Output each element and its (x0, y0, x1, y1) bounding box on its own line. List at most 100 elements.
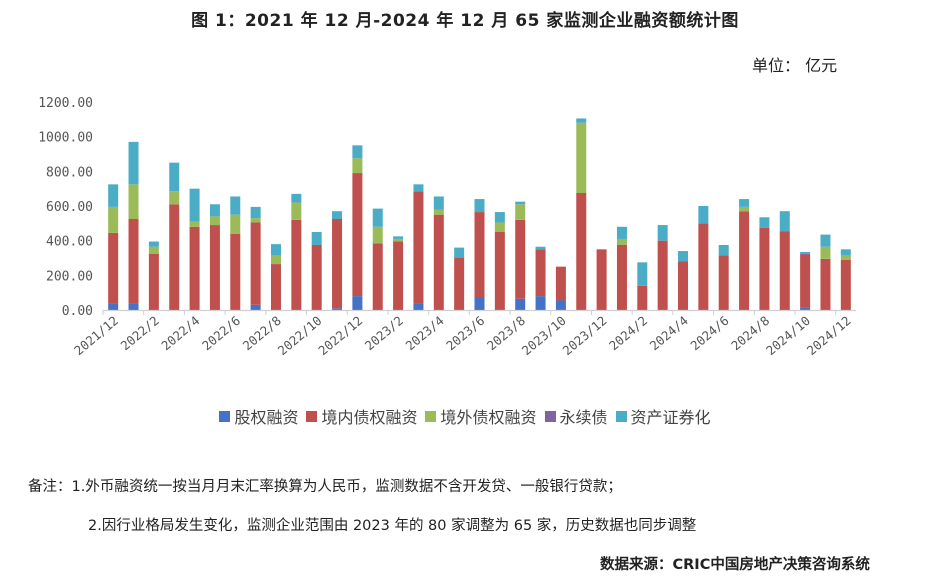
bar-stack (413, 184, 424, 310)
bar-segment (393, 241, 404, 310)
x-tick-label: 2023/4 (402, 313, 446, 354)
legend-label: 资产证券化 (630, 408, 711, 427)
bar-segment (494, 212, 505, 223)
bar-segment (779, 231, 790, 310)
bar-segment (800, 307, 811, 310)
data-source: 数据来源：CRIC中国房地产决策咨询系统 (600, 557, 870, 573)
bar-segment (108, 206, 119, 233)
bar-segment (250, 206, 261, 219)
bar-stack (637, 262, 648, 310)
bar-segment (820, 234, 831, 247)
bar-segment (393, 236, 404, 239)
bar-segment (250, 222, 261, 305)
bar-segment (128, 303, 139, 310)
bar-stack (433, 196, 444, 310)
x-tick-label: 2023/12 (560, 313, 610, 358)
bar-segment (209, 204, 220, 217)
x-tick-label: 2022/2 (118, 313, 162, 354)
bar-segment (800, 253, 811, 255)
bar-segment (291, 193, 302, 203)
legend-label: 境内债权融资 (321, 408, 418, 427)
bar-segment (128, 141, 139, 185)
bar-segment (352, 173, 363, 297)
bars (108, 118, 851, 310)
footnote-1: 备注：1.外币融资统一按当月月末汇率换算为人民币，监测数据不含开发贷、一般银行贷… (28, 479, 622, 495)
bar-segment (148, 241, 159, 247)
bar-segment (332, 308, 343, 310)
legend-label: 永续债 (559, 408, 608, 427)
legend-swatch-icon (306, 410, 318, 422)
bar-segment (678, 261, 689, 310)
bar-segment (840, 249, 851, 256)
bar-segment (616, 226, 627, 239)
bar-segment (840, 259, 851, 310)
bar-segment (698, 223, 709, 310)
bar-segment (535, 296, 546, 310)
bar-segment (576, 193, 587, 310)
bar-stack (820, 234, 831, 310)
bar-stack (657, 225, 668, 310)
bar-segment (108, 232, 119, 304)
legend-swatch-icon (425, 410, 437, 422)
x-tick-label: 2024/12 (804, 313, 854, 358)
bar-segment (189, 226, 200, 310)
bar-segment (474, 212, 485, 297)
bar-segment (840, 255, 851, 260)
bar-segment (657, 225, 668, 241)
bar-stack (169, 162, 180, 310)
bar-stack (209, 204, 220, 310)
bar-segment (413, 303, 424, 310)
bar-segment (515, 219, 526, 299)
bar-segment (169, 191, 180, 205)
y-tick-label: 400.00 (46, 235, 93, 250)
bar-segment (148, 253, 159, 310)
x-tick-label: 2023/2 (362, 313, 406, 354)
legend-swatch-icon (219, 410, 231, 422)
bar-segment (454, 258, 465, 310)
x-tick-label: 2022/6 (199, 313, 243, 354)
chart-title: 图 1：2021 年 12 月-2024 年 12 月 65 家监测企业融资额统… (191, 11, 739, 31)
bar-segment (209, 225, 220, 310)
bar-stack (678, 251, 689, 310)
bar-segment (596, 249, 607, 310)
bar-stack (616, 226, 627, 310)
bar-stack (148, 241, 159, 310)
bar-segment (413, 184, 424, 192)
bar-stack (352, 145, 363, 310)
bar-stack (515, 201, 526, 310)
bar-segment (352, 158, 363, 174)
bar-segment (433, 214, 444, 310)
bar-stack (576, 118, 587, 310)
y-tick-label: 0.00 (62, 304, 93, 319)
legend-item-domestic-debt: 境内债权融资 (306, 404, 417, 428)
bar-segment (739, 199, 750, 207)
bar-segment (169, 162, 180, 192)
bar-segment (779, 211, 790, 232)
bar-stack (393, 236, 404, 310)
x-tick-label: 2022/12 (315, 313, 365, 358)
bar-stack (270, 244, 281, 310)
bar-segment (108, 303, 119, 310)
bar-stack (454, 247, 465, 310)
bar-segment (800, 254, 811, 308)
bar-segment (311, 245, 322, 310)
bar-segment (820, 258, 831, 310)
legend: 股权融资 境内债权融资 境外债权融资 永续债 资产证券化 (0, 404, 930, 428)
bar-segment (576, 122, 587, 193)
legend-item-overseas-debt: 境外债权融资 (425, 404, 537, 428)
x-tick-label: 2024/2 (606, 313, 650, 354)
bar-stack (739, 199, 750, 310)
x-tick-label: 2024/6 (687, 313, 731, 354)
x-tick-label: 2024/4 (647, 313, 691, 354)
bar-segment (616, 238, 627, 245)
bar-segment (820, 246, 831, 259)
y-tick-label: 200.00 (46, 269, 93, 284)
bar-segment (108, 184, 119, 207)
bar-stack (800, 251, 811, 310)
bar-segment (515, 298, 526, 310)
bar-stack (291, 193, 302, 310)
y-tick-label: 600.00 (46, 200, 93, 215)
bar-segment (494, 232, 505, 310)
bar-segment (413, 191, 424, 304)
bar-stack (128, 141, 139, 310)
